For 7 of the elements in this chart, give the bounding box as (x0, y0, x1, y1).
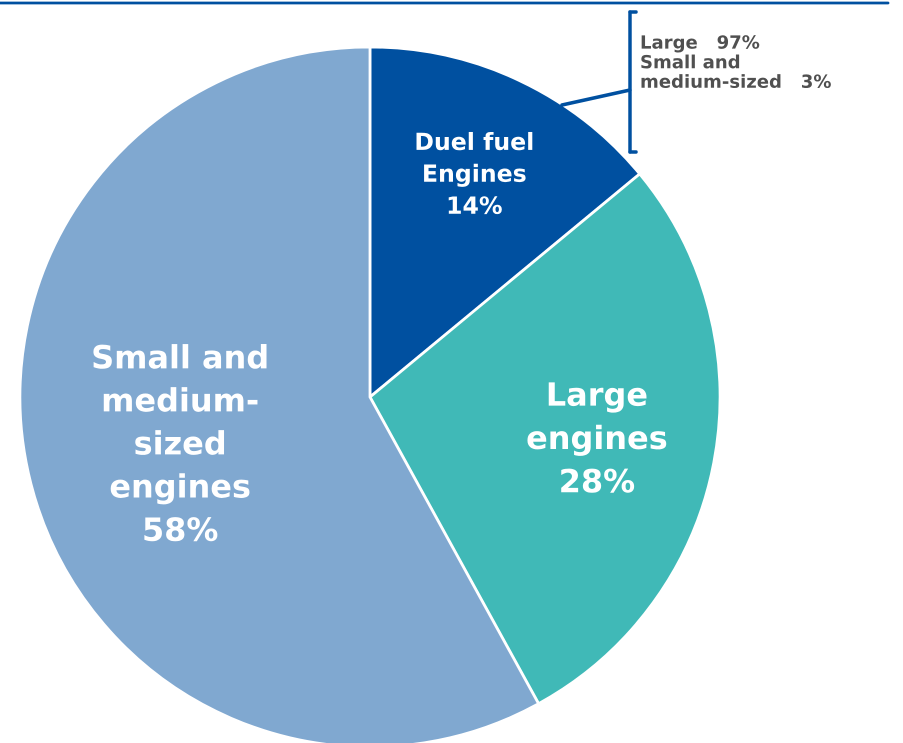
slice-label: Duel fuel Engines (416, 132, 532, 187)
slice-label: Large engines (527, 382, 666, 456)
data-label: 58% (144, 517, 218, 542)
slice-label: Small and medium- sized engines (93, 344, 266, 504)
text: Large 97% Small and medium-sized 3% (641, 35, 831, 88)
data-label: 14% (448, 196, 502, 214)
data-label: 28% (561, 468, 634, 493)
